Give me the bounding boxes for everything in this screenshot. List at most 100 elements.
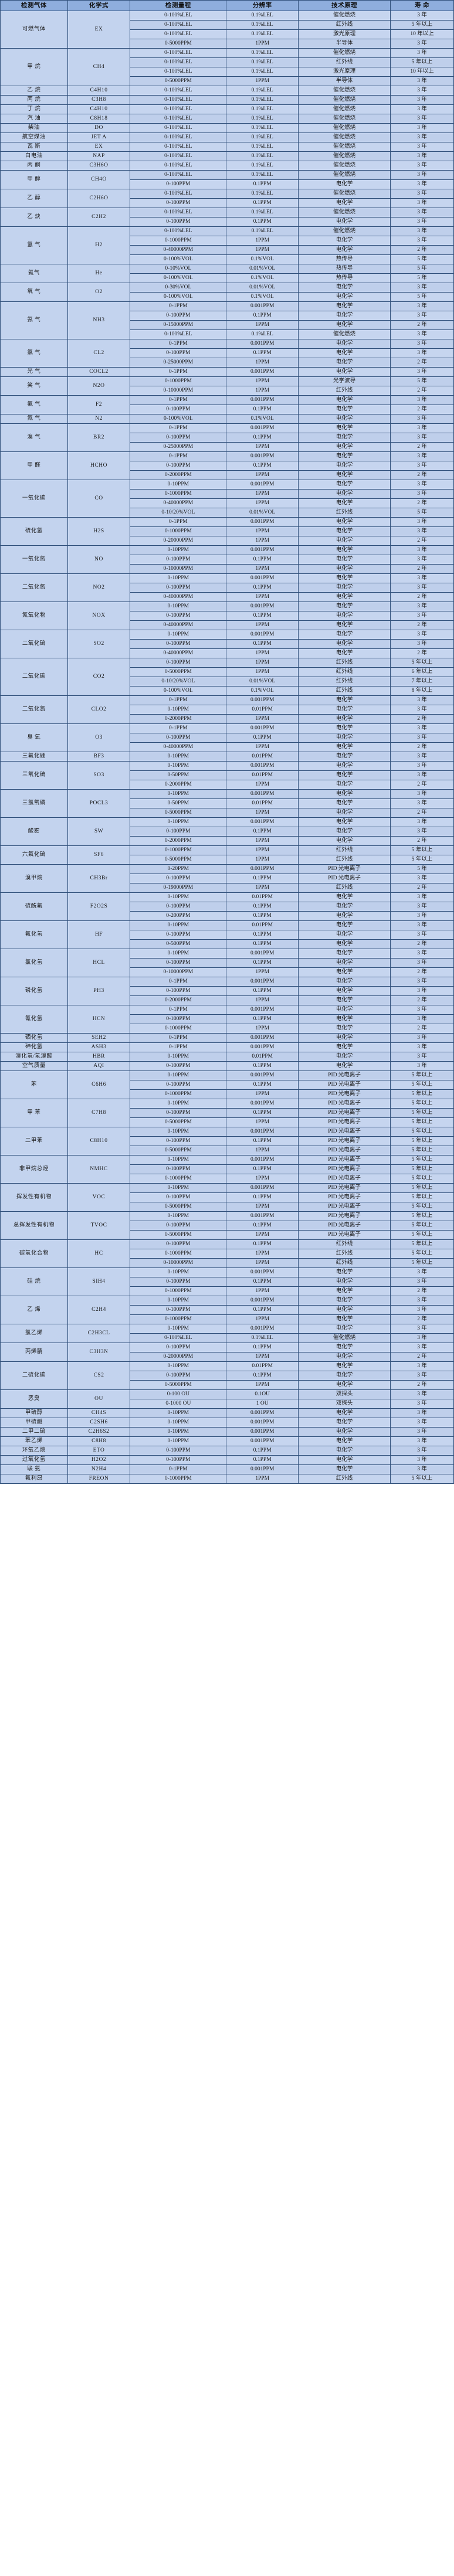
chemical-formula-cell: C4H10 xyxy=(67,104,131,114)
resolution-cell: 0.001PPM xyxy=(226,1211,299,1221)
resolution-cell: 0.001PPM xyxy=(226,573,299,583)
lifetime-cell: 3 年 xyxy=(390,489,454,499)
resolution-cell: 0.1PPM xyxy=(226,179,299,189)
detection-range-cell: 0-100PPM xyxy=(130,555,227,565)
table-row: 溴化氢/氢溴酸 HBR 0-10PPM 0.01PPM 电化学 3 年 xyxy=(0,1052,454,1062)
technology-cell: 半导体 xyxy=(298,39,391,49)
detection-range-cell: 0-10%VOL xyxy=(130,264,227,274)
resolution-cell: 0.1PPM xyxy=(226,939,299,949)
technology-cell: 红外线 xyxy=(298,845,391,855)
resolution-cell: 0.001PPM xyxy=(226,301,299,311)
lifetime-cell: 2 年 xyxy=(390,1286,454,1296)
technology-cell: 电化学 xyxy=(298,414,391,424)
detection-range-cell: 0-1000PPM xyxy=(130,1474,227,1484)
chemical-formula-cell: AQI xyxy=(67,1061,131,1071)
technology-cell: 电化学 xyxy=(298,592,391,602)
chemical-formula-cell: SEH2 xyxy=(67,1033,131,1043)
table-row: 0-100PPM 0.1PPM 电化学 3 年 xyxy=(1,1371,454,1381)
technology-cell: 热传导 xyxy=(298,273,391,283)
technology-cell: 电化学 xyxy=(298,245,391,255)
technology-cell: PID 光电离子 xyxy=(298,1155,391,1165)
lifetime-cell: 3 年 xyxy=(390,179,454,189)
chemical-formula-cell: NAP xyxy=(67,151,131,161)
table-row: 0-2000PPM 1PPM 电化学 2 年 xyxy=(1,836,454,846)
chemical-formula-cell: NOX xyxy=(67,601,131,630)
technology-cell: 电化学 xyxy=(298,358,391,368)
lifetime-cell: 3 年 xyxy=(390,1436,454,1446)
table-row: 0-5000PPM 1PPM 红外线 5 年以上 xyxy=(1,855,454,865)
lifetime-cell: 3 年 xyxy=(390,1305,454,1315)
resolution-cell: 1PPM xyxy=(226,1474,299,1484)
table-row: 0-100%LEL 0.1%LEL 催化燃烧 3 年 xyxy=(1,1333,454,1343)
detection-range-cell: 0-100%LEL xyxy=(130,226,227,236)
chemical-formula-cell: N2 xyxy=(67,414,131,424)
table-row: 丙 酮 C3H6O 0-100%LEL 0.1%LEL 催化燃烧 3 年 xyxy=(0,161,454,171)
chemical-formula-cell: H2S xyxy=(67,517,131,546)
gas-name-cell: 碳氢化合物 xyxy=(0,1239,68,1268)
technology-cell: PID 光电离子 xyxy=(298,1127,391,1137)
technology-cell: 红外线 xyxy=(298,1249,391,1259)
lifetime-cell: 3 年 xyxy=(390,949,454,959)
lifetime-cell: 5 年 xyxy=(390,273,454,283)
lifetime-cell: 3 年 xyxy=(390,958,454,968)
table-row: 非甲烷总烃 NMHC 0-10PPM 0.001PPM PID 光电离子 5 年以上 xyxy=(0,1155,454,1184)
technology-cell: PID 光电离子 xyxy=(298,1164,391,1174)
detection-range-cell: 0-10PPM xyxy=(130,1324,227,1334)
gas-name-cell: 过氧化氢 xyxy=(0,1455,68,1465)
gas-name-cell: 丁 烷 xyxy=(0,104,68,114)
resolution-cell: 0.001PPM xyxy=(226,761,299,771)
table-row: 空气质量 AQI 0-100PPM 0.1PPM 电化学 3 年 xyxy=(0,1061,454,1071)
table-row: 0-40000PPM 1PPM 电化学 2 年 xyxy=(1,498,454,508)
table-row: 挥发性有机物 VOC 0-10PPM 0.001PPM PID 光电离子 5 年以上 xyxy=(0,1183,454,1212)
technology-cell: 红外线 xyxy=(298,855,391,865)
technology-cell: 红外线 xyxy=(298,386,391,396)
technology-cell: 电化学 xyxy=(298,949,391,959)
resolution-cell: 0.1PPM xyxy=(226,1136,299,1146)
gas-name-cell: 溴 气 xyxy=(0,423,68,452)
resolution-cell: 0.1%LEL xyxy=(226,48,299,58)
detection-range-cell: 0-100PPM xyxy=(130,1455,227,1465)
detection-range-cell: 0-20000PPM xyxy=(130,1352,227,1362)
lifetime-cell: 5 年以上 xyxy=(390,1202,454,1212)
lifetime-cell: 6 年以上 xyxy=(390,667,454,677)
technology-cell: 电化学 xyxy=(298,1061,391,1071)
technology-cell: 电化学 xyxy=(298,451,391,461)
gas-name-cell: 氦气 xyxy=(0,264,68,283)
table-row: 0-100PPM 0.1PPM 电化学 3 年 xyxy=(1,958,454,968)
gas-name-cell: 丙 酮 xyxy=(0,161,68,171)
lifetime-cell: 5 年以上 xyxy=(390,1070,454,1080)
resolution-cell: 0.1%LEL xyxy=(226,114,299,124)
table-row: 0-1000PPM 1PPM 电化学 3 年 xyxy=(1,526,454,536)
gas-name-cell: 非甲烷总烃 xyxy=(0,1155,68,1184)
resolution-cell: 0.1%LEL xyxy=(226,86,299,96)
resolution-cell: 0.001PPM xyxy=(226,630,299,640)
technology-cell: 电化学 xyxy=(298,1033,391,1043)
technology-cell: 电化学 xyxy=(298,517,391,527)
resolution-cell: 0.1%LEL xyxy=(226,29,299,39)
resolution-cell: 1PPM xyxy=(226,358,299,368)
table-row: 二氧化氯 CLO2 0-1PPM 0.001PPM 电化学 3 年 xyxy=(0,695,454,724)
table-row: 0-5000PPM 1PPM PID 光电离子 5 年以上 xyxy=(1,1230,454,1240)
resolution-cell: 0.1PPM xyxy=(226,1446,299,1456)
chemical-formula-cell: NMHC xyxy=(67,1155,131,1184)
lifetime-cell: 3 年 xyxy=(390,301,454,311)
technology-cell: PID 光电离子 xyxy=(298,1108,391,1118)
column-header-technology: 技术原理 xyxy=(298,0,391,11)
lifetime-cell: 3 年 xyxy=(390,198,454,208)
chemical-formula-cell: C2H6S2 xyxy=(67,1427,131,1437)
detection-range-cell: 0-10PPM xyxy=(130,573,227,583)
detection-range-cell: 0-100%VOL xyxy=(130,414,227,424)
resolution-cell: 0.001PPM xyxy=(226,517,299,527)
lifetime-cell: 2 年 xyxy=(390,808,454,818)
lifetime-cell: 3 年 xyxy=(390,1427,454,1437)
resolution-cell: 0.1PPM xyxy=(226,611,299,621)
resolution-cell: 0.1%VOL xyxy=(226,254,299,264)
technology-cell: 电化学 xyxy=(298,583,391,593)
technology-cell: 电化学 xyxy=(298,733,391,743)
lifetime-cell: 3 年 xyxy=(390,1033,454,1043)
technology-cell: 催化燃烧 xyxy=(298,123,391,133)
lifetime-cell: 5 年以上 xyxy=(390,1155,454,1165)
resolution-cell: 1PPM xyxy=(226,883,299,893)
gas-name-cell: 硫化氢 xyxy=(0,517,68,546)
table-row: 丁 烷 C4H10 0-100%LEL 0.1%LEL 催化燃烧 3 年 xyxy=(0,104,454,114)
